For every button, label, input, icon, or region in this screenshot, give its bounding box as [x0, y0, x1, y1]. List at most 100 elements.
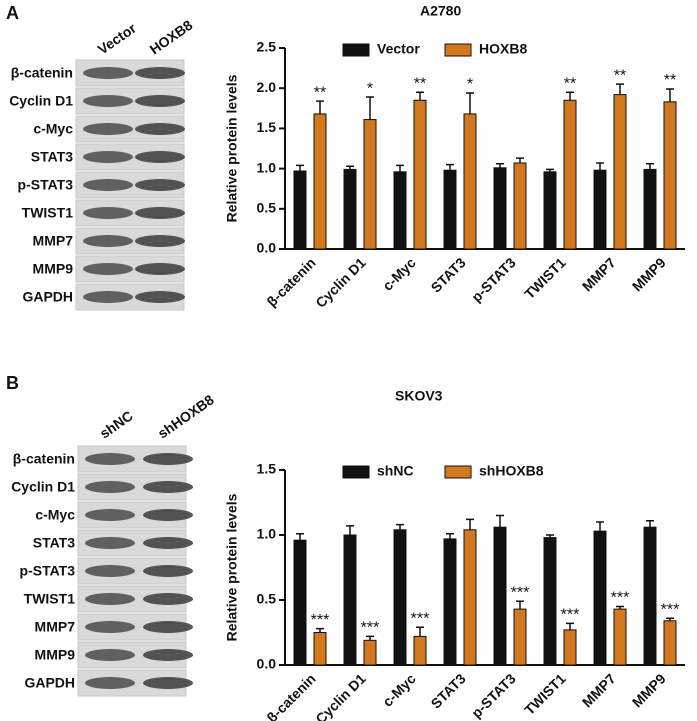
blot-band: [143, 453, 193, 465]
blot-band: [85, 649, 135, 661]
error-bar: [546, 534, 554, 538]
blot-band: [83, 67, 133, 79]
blot-row-label: MMP7: [33, 233, 74, 249]
blot-row-label: GAPDH: [24, 675, 75, 691]
blot-band: [135, 95, 185, 107]
blot-band: [135, 263, 185, 275]
significance: ***: [311, 612, 330, 629]
bar: [513, 608, 527, 666]
error-bar: [646, 519, 654, 528]
blot-band: [143, 565, 193, 577]
blot-row-label: MMP7: [35, 619, 76, 635]
x-tick-label: MMP9: [629, 670, 669, 710]
error-bar: [516, 600, 524, 610]
blot-band: [85, 677, 135, 689]
x-tick-label: STAT3: [428, 254, 469, 295]
blot-band: [143, 537, 193, 549]
bar: [393, 529, 407, 666]
blot-row-label: MMP9: [33, 261, 74, 277]
legend-label: Vector: [377, 41, 420, 57]
bar: [363, 639, 377, 666]
bar: [513, 162, 527, 250]
bar: [313, 632, 327, 666]
error-bar: [416, 91, 424, 101]
blot-band: [85, 593, 135, 605]
error-bar: [396, 523, 404, 530]
blot-row-label: Cyclin D1: [9, 93, 73, 109]
x-tick-label: TWIST1: [521, 254, 569, 302]
bar: [543, 537, 557, 666]
significance: ***: [411, 611, 430, 628]
bar: [563, 99, 577, 250]
x-tick-label: c-Myc: [379, 254, 419, 294]
error-bar: [466, 92, 474, 114]
x-tick-label: STAT3: [428, 670, 469, 711]
bar: [493, 167, 507, 250]
bar: [343, 534, 357, 666]
significance: **: [564, 75, 576, 92]
blot-band: [83, 235, 133, 247]
significance: **: [614, 67, 626, 84]
panel-label: A: [6, 3, 19, 23]
blot-band: [135, 207, 185, 219]
error-bar: [316, 627, 324, 633]
bar: [443, 538, 457, 666]
bar: [643, 526, 657, 666]
blot-band: [135, 67, 185, 79]
bar: [413, 635, 427, 666]
bar: [613, 94, 627, 250]
error-bar: [666, 88, 674, 102]
error-bar: [596, 162, 604, 171]
x-tick-label: c-Myc: [379, 670, 419, 710]
error-bar: [516, 157, 524, 163]
legend-swatch: [444, 43, 472, 57]
error-bar: [616, 83, 624, 95]
blot-band: [135, 123, 185, 135]
blot-band: [83, 207, 133, 219]
error-bar: [666, 617, 674, 621]
error-bar: [496, 163, 504, 168]
chart-title: A2780: [420, 3, 461, 19]
y-axis-label: Relative protein levels: [224, 74, 240, 222]
bar: [313, 113, 327, 250]
legend-swatch: [444, 465, 472, 479]
blot-band: [143, 677, 193, 689]
blot-band: [83, 123, 133, 135]
error-bar: [366, 635, 374, 641]
y-tick-label: 0.0: [257, 240, 277, 256]
blot-band: [83, 291, 133, 303]
y-tick-label: 0.5: [257, 591, 277, 607]
chart-title: SKOV3: [395, 388, 443, 404]
significance: ***: [561, 607, 580, 624]
bar: [593, 169, 607, 250]
bar: [463, 529, 477, 666]
y-tick-label: 0.5: [257, 200, 277, 216]
blot-band: [83, 151, 133, 163]
error-bar: [366, 96, 374, 120]
error-bar: [446, 532, 454, 539]
bar: [663, 101, 677, 250]
blot-row-label: c-Myc: [35, 507, 75, 523]
blot-band: [83, 179, 133, 191]
error-bar: [396, 164, 404, 172]
blot-band: [143, 621, 193, 633]
blot-band: [85, 509, 135, 521]
significance: **: [664, 72, 676, 89]
significance: **: [314, 84, 326, 101]
bar: [543, 171, 557, 250]
x-tick-label: MMP7: [579, 254, 619, 294]
bar: [463, 113, 477, 250]
error-bar: [566, 91, 574, 101]
legend-swatch: [342, 465, 370, 479]
error-bar: [446, 163, 454, 171]
blot-row-label: STAT3: [33, 535, 75, 551]
x-tick-label: p-STAT3: [468, 254, 519, 305]
error-bar: [646, 163, 654, 170]
bar: [343, 168, 357, 250]
bar: [443, 169, 457, 250]
lane-label: Vector: [95, 20, 140, 58]
x-tick-label: Cyclin D1: [312, 670, 369, 721]
panel-label: B: [6, 373, 19, 393]
y-tick-label: 2.5: [257, 39, 277, 55]
